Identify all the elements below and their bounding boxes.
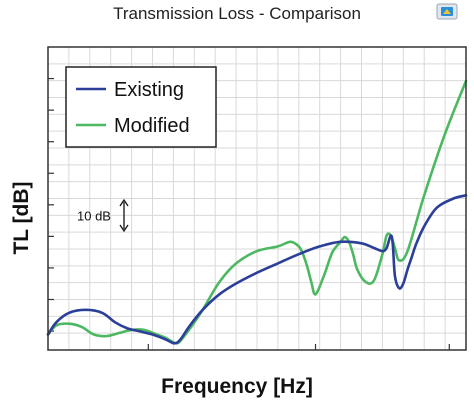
scale-bar: 10 dB [77, 198, 129, 233]
chart-title: Transmission Loss - Comparison [113, 4, 361, 23]
plot-frame [47, 46, 467, 351]
x-axis-label: Frequency [Hz] [161, 375, 313, 398]
series-layer [46, 79, 468, 345]
series-line-existing [46, 194, 468, 345]
legend-box [65, 66, 217, 148]
legend-label-modified: Modified [114, 115, 190, 137]
scale-bar-arrow-up [119, 198, 129, 207]
legend: Existing Modified [65, 66, 217, 148]
scale-annotation: 10 dB [77, 209, 111, 224]
scale-bar-arrow-down [119, 224, 129, 233]
app-logo-icon [436, 3, 458, 20]
legend-label-existing: Existing [114, 79, 184, 101]
axis-ticks [48, 77, 450, 350]
